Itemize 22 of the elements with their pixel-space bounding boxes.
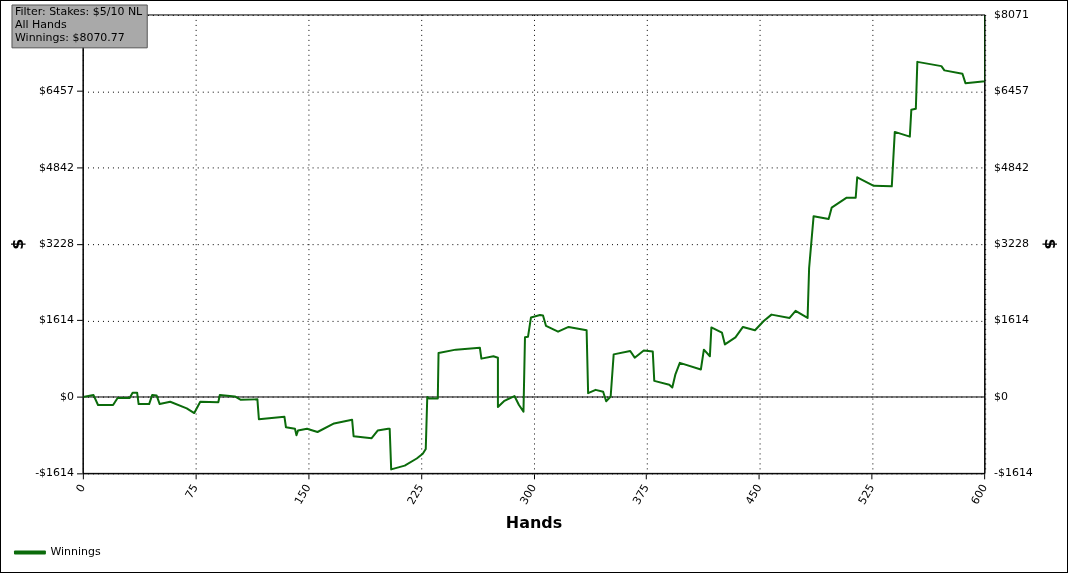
text: All Hands (14, 18, 67, 32)
y2-tick-label: $3228 (993, 237, 1029, 251)
y-tick-label: -$1614 (35, 466, 75, 480)
y-tick-label: $6457 (39, 84, 75, 98)
y2-tick-label: $8071 (993, 7, 1029, 21)
y-axis-title: $ (7, 238, 27, 250)
x-tick-label: 0 (73, 482, 89, 495)
y2-tick-label: $0 (993, 389, 1008, 403)
y2-axis-title: $ (1041, 238, 1061, 250)
y-tick-label: $4842 (39, 160, 75, 174)
y-tick-label: $3228 (39, 237, 75, 251)
y2-tick-label: -$1614 (993, 466, 1033, 480)
annotation: Winnings: $8070.77 (14, 31, 125, 45)
annotation: Filter: Stakes: $5/10 NL (14, 5, 144, 19)
y2-tick-label: $4842 (993, 160, 1029, 174)
legend-label: Winnings (50, 545, 101, 559)
y-tick-label: $0 (60, 389, 75, 403)
y-tick-label: $1614 (39, 313, 75, 327)
x-axis-title: Hands (505, 512, 563, 532)
x-tick-label: 75 (182, 482, 201, 501)
y2-tick-label: $6457 (993, 84, 1029, 98)
y2-tick-label: $1614 (993, 313, 1029, 327)
